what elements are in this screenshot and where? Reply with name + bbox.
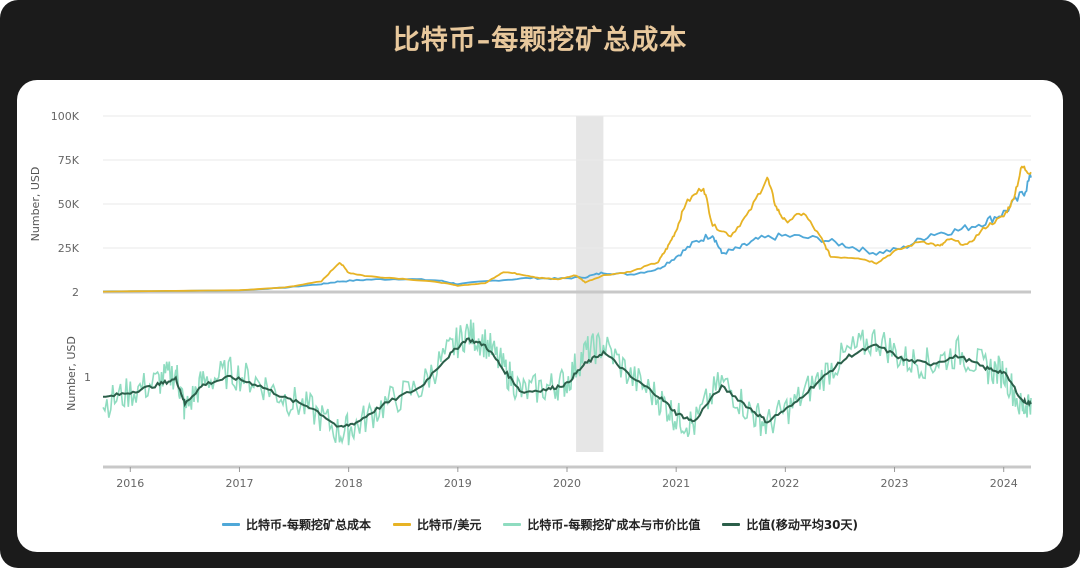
x-tick-label: 2022 [771, 477, 799, 490]
x-tick-label: 2021 [662, 477, 690, 490]
legend-swatch-price [392, 523, 411, 526]
series-ratio-line [102, 319, 1032, 446]
series-btc-usd-line [102, 165, 1032, 293]
legend-item-price[interactable]: 比特币/美元 [392, 516, 482, 533]
x-tick-label: 2024 [990, 477, 1018, 490]
x-tick-label: 2016 [116, 477, 144, 490]
bottom-ytick-label: 1 [84, 371, 91, 384]
chart-title: 比特币–每颗挖矿总成本 [392, 25, 688, 56]
chart-card: 100K 75K 50K 25K 2 1 2016 2017 2018 2019 2020 2021 2… [17, 80, 1063, 552]
x-tick-label: 2017 [225, 477, 253, 490]
legend-item-ratio[interactable]: 比特币-每颗挖矿成本与市价比值 [503, 516, 700, 533]
legend-label-cost: 比特币-每颗挖矿总成本 [245, 518, 371, 532]
legend-label-ratio: 比特币-每颗挖矿成本与市价比值 [527, 518, 701, 532]
top-ytick-label: 50K [58, 198, 80, 211]
legend-swatch-cost [221, 523, 240, 526]
x-tick-label: 2018 [335, 477, 363, 490]
chart-svg: 100K 75K 50K 25K 2 1 2016 2017 2018 2019 2020 2021 2… [29, 110, 1032, 490]
x-tick-label: 2019 [444, 477, 472, 490]
legend: 比特币-每颗挖矿总成本 比特币/美元 比特币-每颗挖矿成本与市价比值 比值(移动… [17, 516, 1063, 533]
legend-item-cost[interactable]: 比特币-每颗挖矿总成本 [221, 516, 371, 533]
highlight-band [576, 116, 604, 452]
legend-label-ratio-ma: 比值(移动平均30天) [746, 518, 859, 532]
top-ytick-label: 2 [72, 286, 79, 299]
top-ytick-label: 75K [58, 154, 80, 167]
legend-item-ratio-ma[interactable]: 比值(移动平均30天) [722, 516, 858, 533]
top-ylabel: Number, USD [29, 167, 42, 242]
series-ratio-ma-line [103, 337, 1032, 428]
x-tick-label: 2023 [881, 477, 909, 490]
top-ytick-label: 100K [51, 110, 80, 123]
bottom-ylabel: Number, USD [65, 336, 78, 411]
top-ytick-label: 25K [58, 242, 80, 255]
x-tick-label: 2020 [553, 477, 581, 490]
legend-swatch-ratio [503, 523, 522, 526]
legend-label-price: 比特币/美元 [416, 518, 482, 532]
legend-swatch-ratio-ma [722, 523, 741, 526]
series-mining-cost-line [102, 172, 1032, 293]
